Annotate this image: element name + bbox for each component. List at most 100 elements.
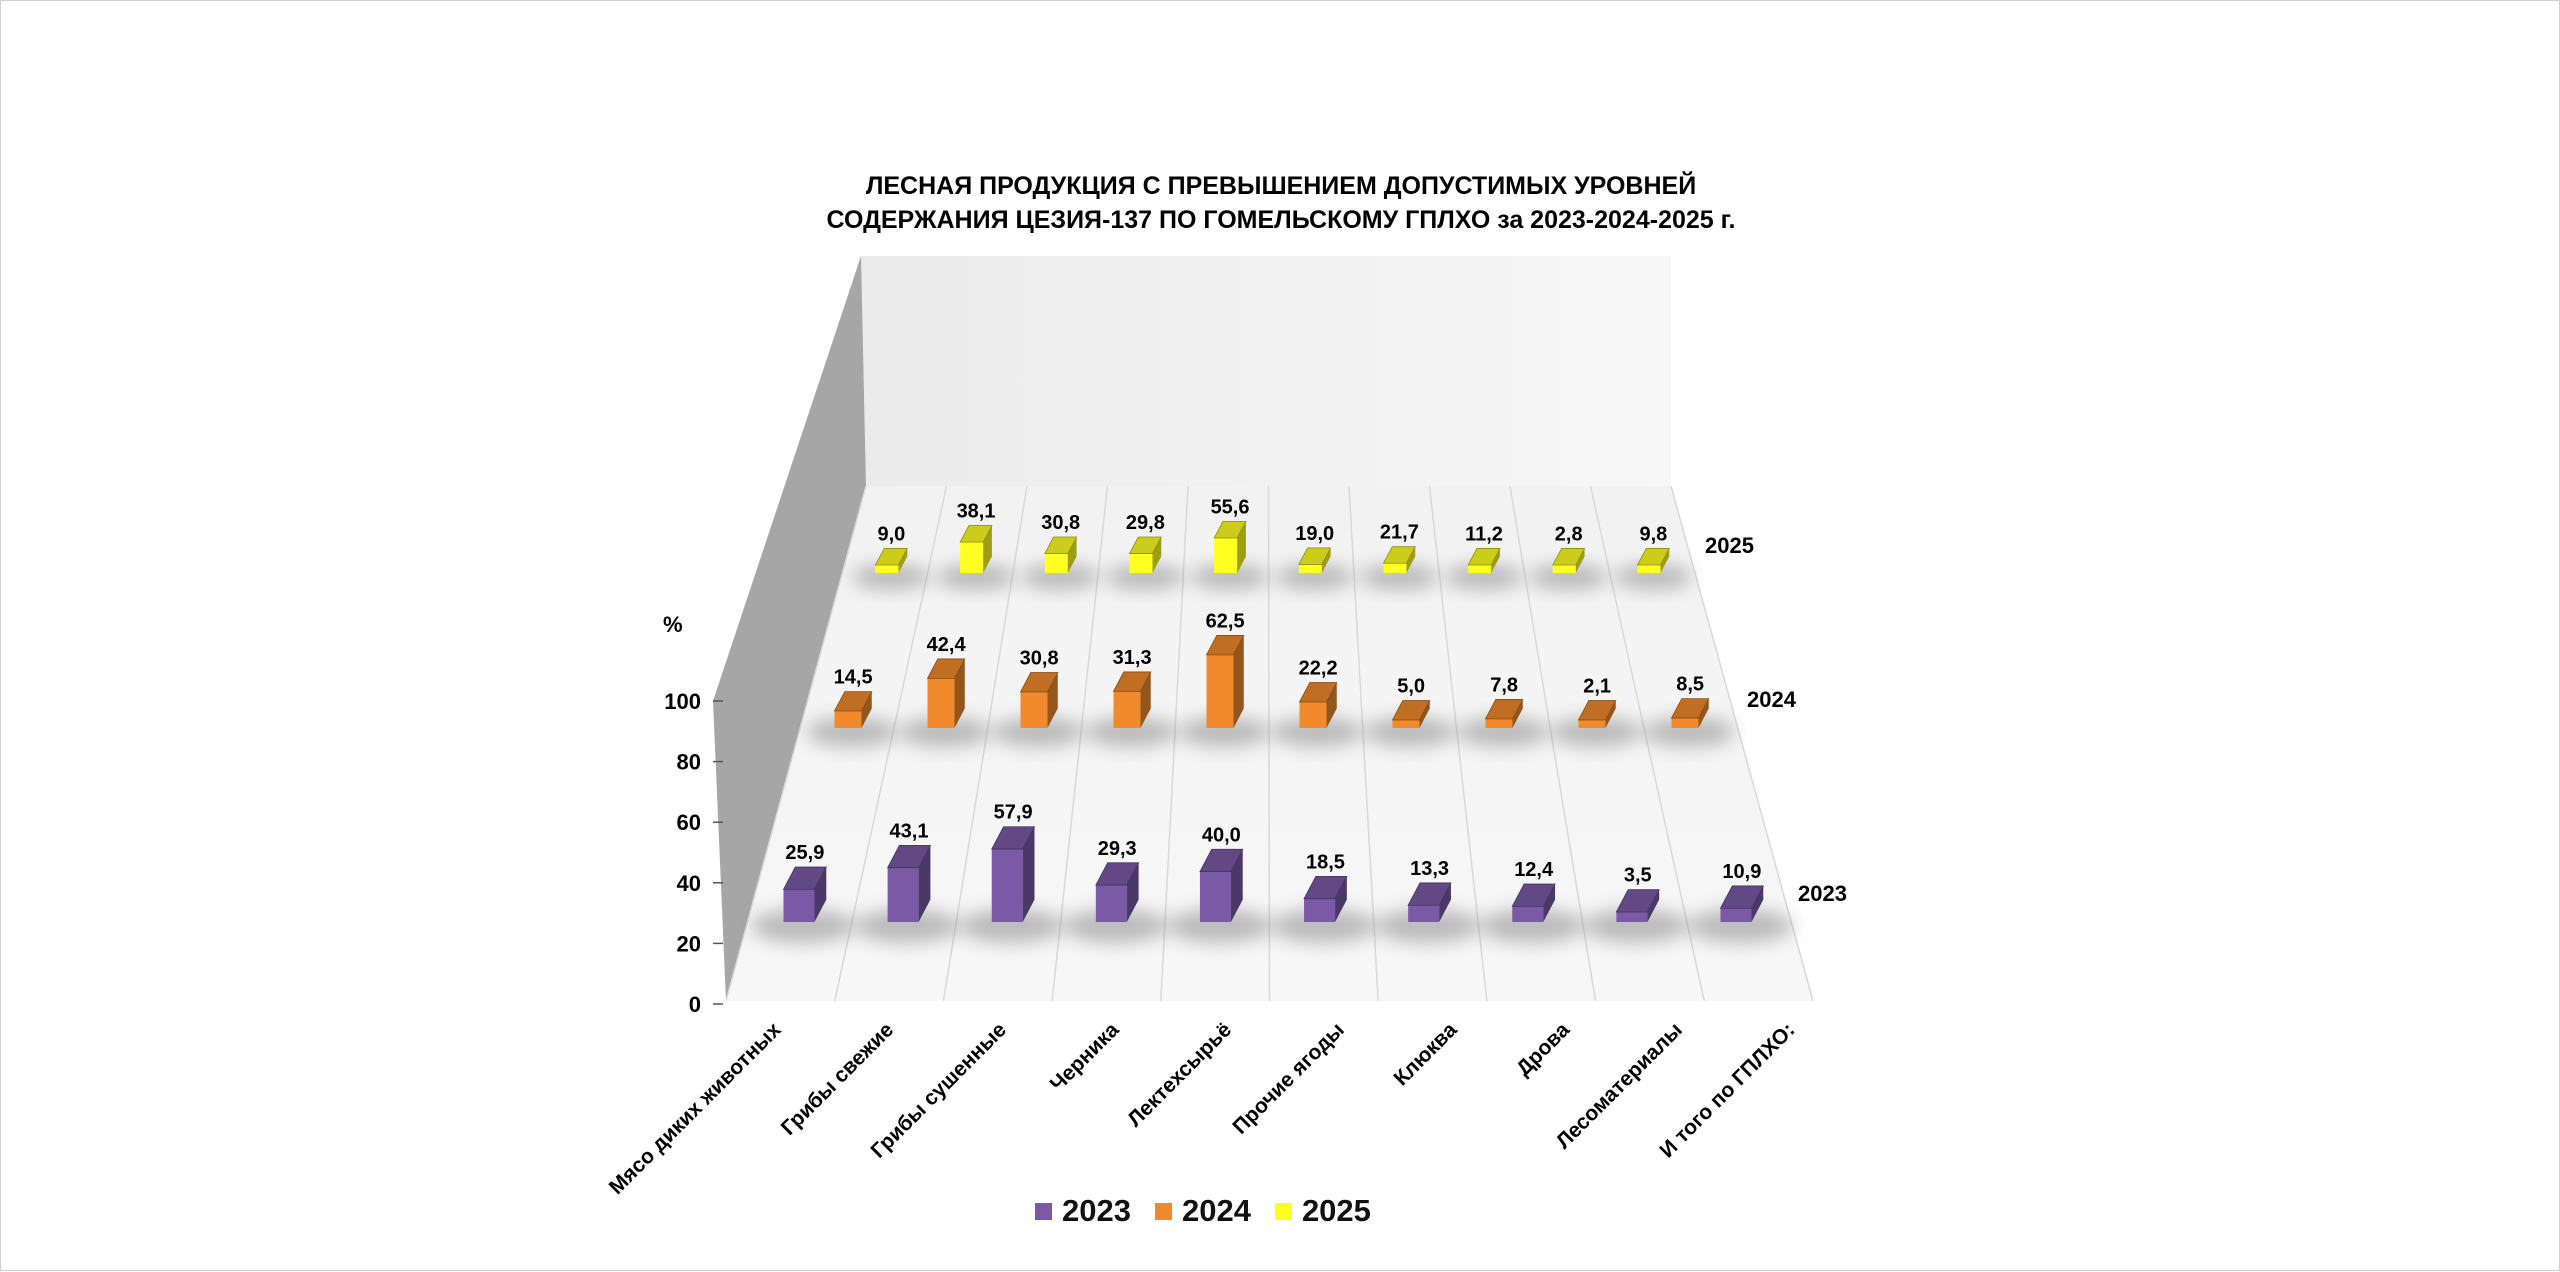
bar-side [1419, 700, 1430, 728]
legend-label: 2023 [1062, 1193, 1131, 1228]
bar-side [983, 525, 992, 573]
bar-top [959, 525, 993, 543]
data-label-2024-2: 42,4 [927, 634, 967, 656]
bar-shadow [1062, 908, 1169, 944]
data-label-2024-10: 8,5 [1676, 674, 1704, 696]
bar-shadow [1643, 717, 1735, 747]
legend: 2023 2024 2025 [1035, 1193, 1395, 1229]
bar-2024-7 [1392, 720, 1420, 728]
category-gridline [1509, 485, 1597, 1002]
y-tick-label: 20 [677, 931, 701, 956]
data-label-2023-9: 3,5 [1624, 865, 1652, 887]
row-label-2025: 2025 [1705, 533, 1754, 558]
bar-2025-6 [1298, 564, 1322, 573]
bar-top [926, 658, 966, 679]
bar-shadow [1359, 564, 1439, 590]
data-label-2024-7: 5,0 [1397, 676, 1425, 698]
bar-2023-3 [991, 849, 1023, 922]
legend-swatch [1274, 1202, 1292, 1220]
legend-item-2023: 2023 [1035, 1193, 1131, 1229]
bar-2024-6 [1299, 702, 1327, 728]
category-label-4: Черника [1046, 1018, 1124, 1096]
data-label-2023-5: 40,0 [1202, 824, 1241, 846]
bar-side [1647, 889, 1660, 922]
y-axis-unit-label: % [663, 612, 683, 637]
bar-shadow [1687, 908, 1793, 944]
bar-side [954, 658, 965, 728]
bar-top [1719, 885, 1764, 909]
bar-shadow [1550, 717, 1642, 747]
bar-shadow [1021, 564, 1100, 590]
bar-top [1205, 635, 1245, 656]
category-gridline [1670, 485, 1814, 1002]
bar-top [1391, 700, 1431, 721]
bar-side [861, 691, 872, 728]
bar-top [1095, 862, 1140, 886]
bar-2023-5 [1199, 871, 1231, 922]
bar-shadow [1613, 564, 1693, 590]
bar-2025-5 [1214, 537, 1238, 573]
bar-side [898, 548, 908, 573]
bar-2023-6 [1304, 898, 1336, 922]
data-label-2025-5: 55,6 [1211, 496, 1250, 518]
data-label-2025-8: 11,2 [1465, 523, 1503, 545]
bar-top [1511, 883, 1556, 907]
data-label-2023-7: 13,3 [1410, 858, 1449, 880]
data-label-2025-9: 2,8 [1555, 523, 1583, 545]
y-tick-label: 60 [677, 810, 701, 835]
bar-2024-1 [834, 711, 862, 728]
category-gridline [725, 485, 867, 1002]
category-label-5: Лектехсырьё [1123, 1018, 1236, 1131]
bar-shadow [992, 717, 1084, 747]
category-label-2: Грибы свежие [777, 1018, 898, 1139]
bar-shadow [1374, 908, 1481, 944]
category-gridline [942, 485, 1028, 1002]
y-tick-label: 40 [677, 871, 701, 896]
legend-label: 2024 [1181, 1193, 1251, 1228]
y-tick-label: 80 [677, 750, 701, 775]
bar-top [874, 548, 908, 566]
bar-2025-3 [1044, 553, 1068, 573]
bars: 9,0 38,1 30,8 29,8 55,6 19,0 21,7 11,2 2,8 9,8 14,… [750, 496, 1793, 944]
data-label-2025-1: 9,0 [877, 523, 905, 545]
bar-side [1230, 849, 1243, 922]
bar-shadow [1166, 908, 1273, 944]
legend-label: 2025 [1301, 1193, 1371, 1228]
data-label-2025-3: 30,8 [1041, 512, 1080, 534]
bar-top [1128, 536, 1162, 554]
data-label-2023-3: 57,9 [994, 802, 1033, 824]
bar-shadow [1085, 717, 1177, 747]
bar-top [1019, 672, 1059, 693]
category-label-1: Мясо диких животных [605, 1018, 786, 1199]
bar-2025-10 [1637, 565, 1661, 573]
bar-2024-3 [1020, 691, 1048, 728]
category-label-6: Прочие ягоды [1228, 1018, 1348, 1138]
chart-title-line-2: СОДЕРЖАНИЯ ЦЕЗИЯ-137 ПО ГОМЕЛЬСКОМУ ГПЛХ… [826, 206, 1736, 234]
bar-top [1112, 671, 1152, 692]
series-row-labels: 2025 2024 2023 [1705, 533, 1847, 906]
bar-side [1605, 700, 1616, 728]
bar-2025-2 [960, 542, 984, 573]
data-label-2023-1: 25,9 [785, 842, 824, 864]
bar-shadow [1479, 908, 1585, 944]
side-wall [713, 256, 866, 1001]
bar-shadow [851, 564, 931, 590]
row-label-2024: 2024 [1747, 687, 1797, 712]
legend-item-2025: 2025 [1274, 1193, 1371, 1229]
bar-2023-8 [1512, 906, 1544, 922]
bar-2024-2 [927, 678, 955, 728]
category-gridline [1160, 485, 1189, 1002]
bar-top [1636, 548, 1670, 566]
bar-side [1543, 884, 1556, 922]
bar-top [833, 691, 873, 712]
bar-top [991, 826, 1036, 850]
bar-shadow [1457, 717, 1549, 747]
bar-shadow [1364, 717, 1456, 747]
bar-shadow [1190, 564, 1269, 590]
row-label-2023: 2023 [1798, 881, 1847, 906]
bar-side [1406, 546, 1416, 573]
data-label-2023-8: 12,4 [1514, 859, 1554, 881]
